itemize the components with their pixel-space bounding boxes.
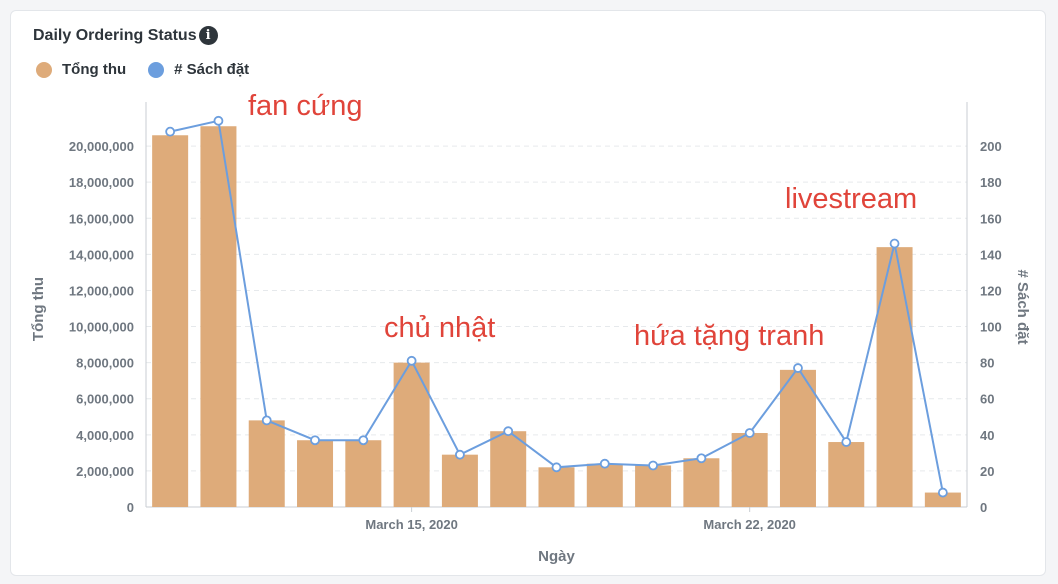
line-point xyxy=(599,458,610,469)
x-tick-label: March 15, 2020 xyxy=(365,517,458,532)
annotation-label: livestream xyxy=(785,183,917,215)
y-tick-label: 6,000,000 xyxy=(76,392,134,407)
y-tick-label: 16,000,000 xyxy=(69,211,134,226)
legend: Tổng thu # Sách đặt xyxy=(36,61,249,78)
y-tick-label: 20,000,000 xyxy=(69,139,134,154)
bar xyxy=(635,465,672,507)
y2-axis-title: # Sách đặt xyxy=(1014,269,1031,344)
line-point xyxy=(793,363,803,373)
bar xyxy=(297,440,334,507)
bar xyxy=(152,135,189,507)
legend-swatch-revenue xyxy=(36,61,52,78)
y2-tick-label: 180 xyxy=(980,175,1002,190)
line-point xyxy=(551,462,562,473)
title-row: Daily Ordering Status i xyxy=(33,26,218,45)
y2-tick-label: 120 xyxy=(980,283,1002,298)
y-tick-label: 18,000,000 xyxy=(69,175,134,190)
bar xyxy=(490,431,527,507)
annotation-label: fan cứng xyxy=(248,90,363,122)
bar xyxy=(683,458,720,507)
line-point xyxy=(406,355,417,366)
bar xyxy=(248,420,285,507)
line-point xyxy=(165,126,176,137)
y-tick-label: 0 xyxy=(127,500,134,515)
legend-label-books: # Sách đặt xyxy=(174,61,250,78)
y2-tick-label: 140 xyxy=(980,247,1002,262)
bar xyxy=(924,492,961,507)
y-tick-label: 2,000,000 xyxy=(76,464,134,479)
y2-tick-label: 0 xyxy=(980,500,987,515)
line-point xyxy=(937,487,948,498)
bar xyxy=(828,442,865,507)
y2-tick-label: 100 xyxy=(980,320,1002,335)
line-point xyxy=(744,428,755,438)
y-tick-label: 10,000,000 xyxy=(69,320,134,335)
y2-tick-label: 60 xyxy=(980,392,994,407)
bar xyxy=(779,369,816,507)
chart-title: Daily Ordering Status xyxy=(33,26,197,44)
line-point xyxy=(503,426,514,437)
bar xyxy=(731,433,768,507)
bar xyxy=(200,126,237,507)
line-point xyxy=(310,435,320,446)
info-icon[interactable]: i xyxy=(198,26,218,45)
line-point xyxy=(358,435,369,446)
line-point xyxy=(455,449,465,460)
legend-item-books[interactable]: # Sách đặt xyxy=(148,61,249,78)
y2-tick-label: 40 xyxy=(980,428,994,443)
bar xyxy=(345,440,382,507)
bar xyxy=(876,247,913,508)
x-tick-label: March 22, 2020 xyxy=(703,517,796,532)
bar xyxy=(393,362,430,507)
y-tick-label: 14,000,000 xyxy=(69,247,134,262)
annotation-label: chủ nhật xyxy=(384,312,495,344)
line-point xyxy=(213,115,224,126)
annotation-label: hứa tặng tranh xyxy=(634,320,824,352)
line-point xyxy=(696,453,707,464)
y2-tick-label: 160 xyxy=(980,211,1002,226)
y2-tick-label: 80 xyxy=(980,356,994,371)
line-point xyxy=(889,238,900,249)
y2-tick-label: 200 xyxy=(980,139,1002,154)
bar xyxy=(441,454,478,507)
y-axis-title: Tổng thu xyxy=(30,277,47,341)
series-line xyxy=(169,119,944,493)
legend-item-revenue[interactable]: Tổng thu xyxy=(36,61,126,78)
y-tick-label: 12,000,000 xyxy=(69,283,134,298)
y-tick-label: 8,000,000 xyxy=(76,356,134,371)
bar xyxy=(586,463,623,507)
legend-label-revenue: Tổng thu xyxy=(62,61,127,78)
line-point xyxy=(841,437,852,447)
y2-tick-label: 20 xyxy=(980,464,994,479)
line-point xyxy=(648,460,658,471)
y-tick-label: 4,000,000 xyxy=(76,428,134,443)
bar xyxy=(538,467,575,507)
line-point xyxy=(261,415,272,426)
legend-swatch-books xyxy=(148,61,165,78)
x-axis-title: Ngày xyxy=(538,548,575,565)
